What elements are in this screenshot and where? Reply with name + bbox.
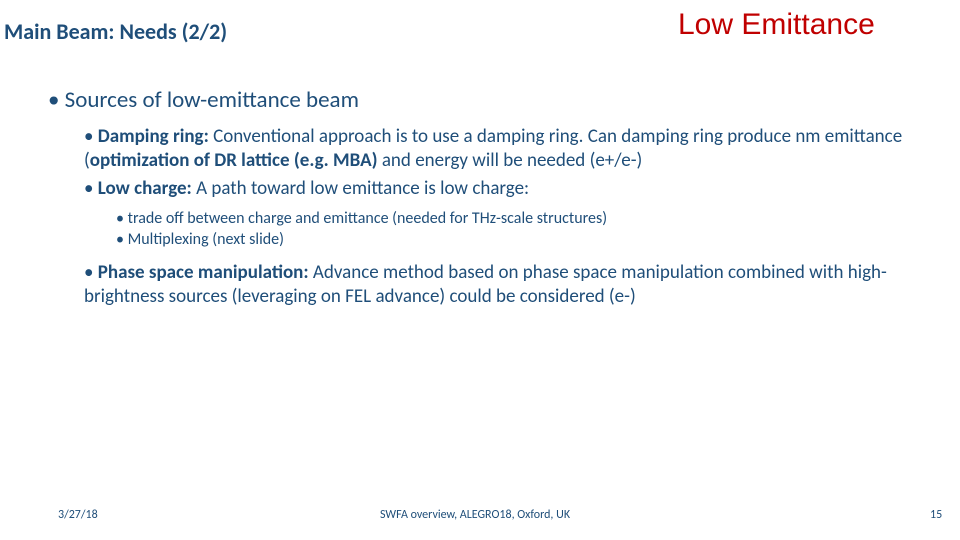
bullet-l3-sub1: trade off between charge and emittance (… [116, 208, 918, 230]
bullet-l2-damping: Damping ring: Conventional approach is t… [84, 125, 918, 174]
footer-date: 3/27/18 [58, 508, 98, 522]
bullet-marker [84, 177, 98, 200]
damping-bold2: optimization of DR lattice (e.g. MBA) [90, 149, 378, 172]
damping-text2: and energy will be needed (e+/e-) [378, 149, 643, 172]
l1-heading-text: Sources of low-emittance beam [65, 86, 359, 114]
sub2-text: Multiplexing (next slide) [128, 230, 284, 249]
damping-bold: Damping ring: [98, 125, 209, 148]
bullet-l2-phase: Phase space manipulation: Advance method… [84, 261, 918, 310]
bullet-marker [84, 125, 98, 148]
bullet-l3-sub2: Multiplexing (next slide) [116, 229, 918, 251]
sub1-text: trade off between charge and emittance (… [128, 209, 608, 228]
slide-title-right: Low Emittance [678, 8, 875, 42]
bullet-marker [84, 261, 98, 284]
lowcharge-bold: Low charge: [98, 177, 192, 200]
lowcharge-text: A path toward low emittance is low charg… [192, 177, 529, 200]
bullet-l1: Sources of low-emittance beam Damping ri… [48, 86, 918, 310]
slide: { "header": { "left_title": "Main Beam: … [0, 0, 960, 540]
slide-title-left: Main Beam: Needs (2/2) [4, 18, 227, 45]
phase-bold: Phase space manipulation: [98, 261, 309, 284]
bullet-l2-lowcharge: Low charge: A path toward low emittance … [84, 177, 918, 251]
footer-center: SWFA overview, ALEGRO18, Oxford, UK [380, 508, 570, 522]
slide-body: Sources of low-emittance beam Damping ri… [48, 86, 918, 310]
bullet-marker [48, 86, 65, 114]
footer-page: 15 [930, 508, 942, 522]
